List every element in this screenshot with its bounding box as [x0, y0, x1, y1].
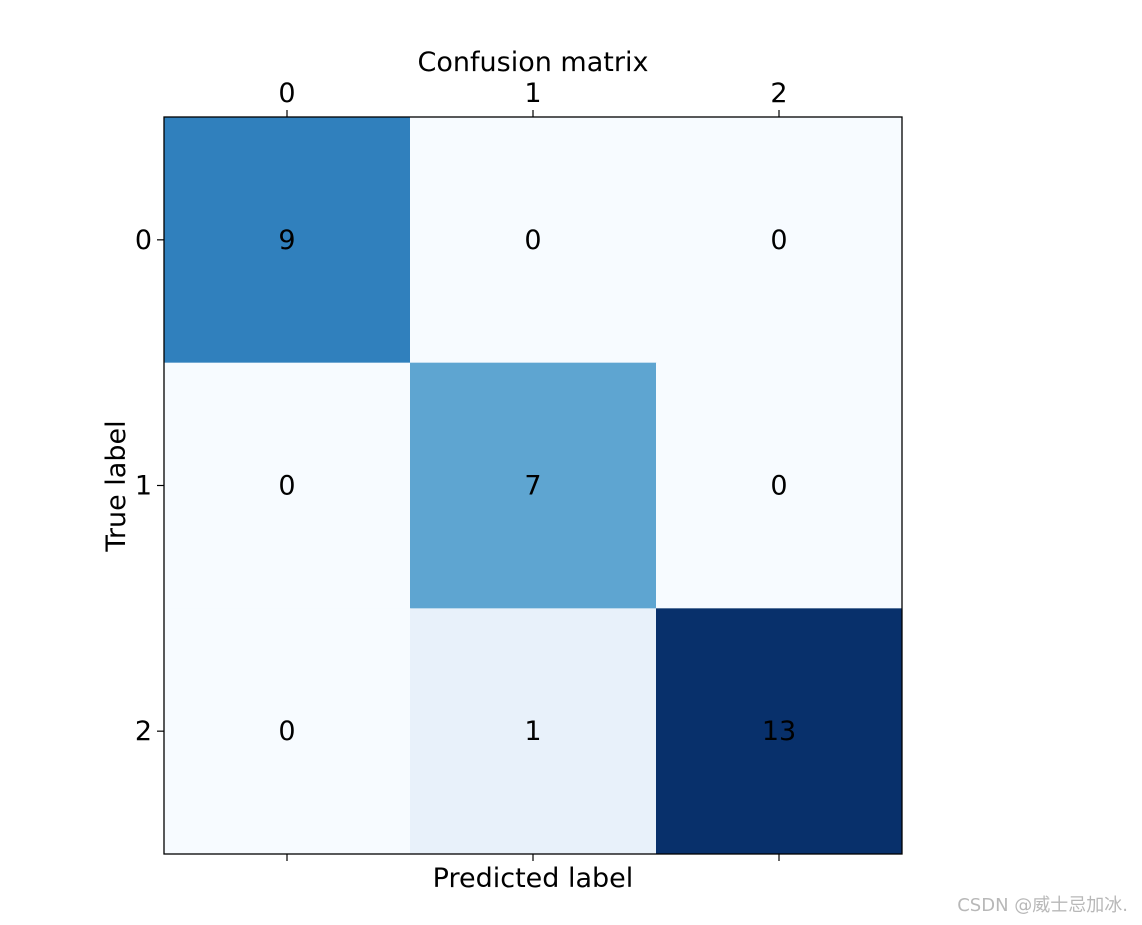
cell-value-r1-c0: 0 [278, 471, 295, 502]
y-axis-label: True label [101, 420, 132, 552]
y-tick-label-0: 0 [135, 225, 152, 256]
cell-value-r0-c1: 0 [524, 225, 541, 256]
cell-value-r1-c1: 7 [524, 471, 541, 502]
x-tick-label-2: 2 [770, 78, 787, 109]
heatmap-cell-r1-c0 [164, 362, 411, 609]
cell-value-r0-c0: 9 [278, 225, 295, 256]
x-axis-label: Predicted label [433, 863, 634, 894]
y-tick-label-2: 2 [135, 716, 152, 747]
heatmap-cell-labels: 9 0 0 0 7 0 0 1 13 [278, 225, 796, 747]
heatmap-cell-r2-c1 [410, 608, 657, 855]
heatmap-cell-r0-c1 [410, 117, 657, 364]
x-tick-label-1: 1 [524, 78, 541, 109]
heatmap-cell-r2-c2 [656, 608, 903, 855]
watermark-text: CSDN @威士忌加冰. [957, 895, 1128, 916]
cell-value-r1-c2: 0 [770, 471, 787, 502]
cell-value-r2-c2: 13 [762, 716, 796, 747]
chart-title: Confusion matrix [418, 47, 649, 78]
heatmap-cell-r1-c1 [410, 362, 657, 609]
heatmap-cell-r0-c0 [164, 117, 411, 364]
heatmap-cell-r2-c0 [164, 608, 411, 855]
cell-value-r2-c1: 1 [524, 716, 541, 747]
cell-value-r2-c0: 0 [278, 716, 295, 747]
heatmap-cell-r1-c2 [656, 362, 903, 609]
heatmap-cell-r0-c2 [656, 117, 903, 364]
y-tick-label-1: 1 [135, 471, 152, 502]
cell-value-r0-c2: 0 [770, 225, 787, 256]
axis-ticks [157, 110, 780, 861]
x-tick-label-0: 0 [278, 78, 295, 109]
axis-tick-labels: 0 1 2 0 1 2 [135, 78, 788, 747]
heatmap-cells [164, 117, 903, 855]
